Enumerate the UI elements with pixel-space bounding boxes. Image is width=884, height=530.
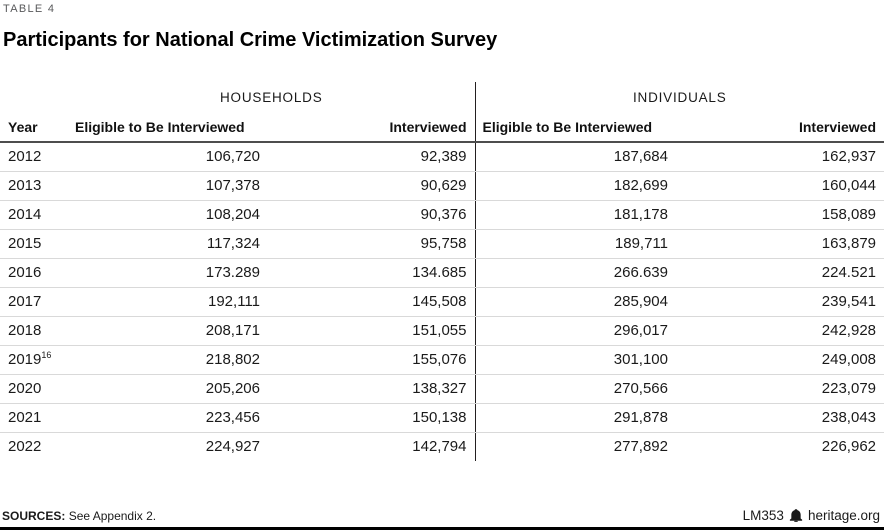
data-table: HOUSEHOLDS INDIVIDUALS Year Eligible to … xyxy=(0,82,884,461)
figure-footer: SOURCES: See Appendix 2. LM353 heritage.… xyxy=(2,508,880,523)
cell-hh-interviewed: 155,076 xyxy=(268,345,476,375)
column-header-year: Year xyxy=(0,112,68,143)
cell-ind-eligible: 296,017 xyxy=(475,316,676,346)
cell-hh-eligible: 117,324 xyxy=(68,229,268,259)
table-row: 2013 107,378 90,629 182,699 160,044 xyxy=(0,171,884,201)
cell-ind-interviewed: 226,962 xyxy=(821,438,877,456)
cell-ind-interviewed: 160,044 xyxy=(676,171,884,201)
cell-ind-interviewed: 239,541 xyxy=(676,287,884,317)
sources-text: See Appendix 2. xyxy=(68,509,157,523)
cell-hh-eligible: 218,802 xyxy=(68,345,268,375)
column-header-row: Year Eligible to Be Interviewed Intervie… xyxy=(0,112,884,143)
cell-ind-eligible: 182,699 xyxy=(475,171,676,201)
cell-hh-eligible: 192,111 xyxy=(68,287,268,317)
cell-year: 2016 xyxy=(0,258,68,288)
cell-ind-interviewed: 249,008 xyxy=(676,345,884,375)
cell-hh-eligible: 205,206 xyxy=(68,374,268,404)
column-header-hh-eligible: Eligible to Be Interviewed xyxy=(68,112,268,143)
cell-year: 2013 xyxy=(0,171,68,201)
cell-hh-interviewed: 138,327 xyxy=(268,374,476,404)
cell-ind-interviewed: 162,937 xyxy=(676,142,884,172)
cell-hh-eligible: 208,171 xyxy=(68,316,268,346)
cell-ind-eligible: 285,904 xyxy=(475,287,676,317)
table-row: 2015 117,324 95,758 189,711 163,879 xyxy=(0,229,884,259)
column-header-hh-interviewed: Interviewed xyxy=(268,112,476,143)
cell-ind-interviewed: 163,879 xyxy=(676,229,884,259)
brand-link[interactable]: heritage.org xyxy=(807,508,880,523)
cell-year: 2018 xyxy=(0,316,68,346)
doc-id: LM353 xyxy=(742,508,784,523)
table-row: 2022 224,927 142,794 277,892 226,962 xyxy=(0,432,884,461)
table-title: Participants for National Crime Victimiz… xyxy=(3,29,498,51)
group-header-households: HOUSEHOLDS xyxy=(68,82,476,112)
cell-hh-eligible: 108,204 xyxy=(68,200,268,230)
table-figure: TABLE 4 Participants for National Crime … xyxy=(0,3,884,530)
cell-hh-interviewed: 90,376 xyxy=(268,200,476,230)
table-body: 2012 106,720 92,389 187,684 162,937 2013 107,3… xyxy=(0,142,884,461)
group-header-spacer xyxy=(0,82,68,112)
cell-ind-eligible: 181,178 xyxy=(475,200,676,230)
cell-year: 2020 xyxy=(0,374,68,404)
cell-ind-interviewed: 224.521 xyxy=(676,258,884,288)
cell-ind-interviewed: 238,043 xyxy=(676,403,884,433)
cell-hh-interviewed: 145,508 xyxy=(268,287,476,317)
cell-hh-interviewed: 95,758 xyxy=(268,229,476,259)
liberty-bell-icon xyxy=(789,509,803,522)
cell-ind-interviewed: 242,928 xyxy=(676,316,884,346)
table-row: 2017 192,111 145,508 285,904 239,541 xyxy=(0,287,884,317)
cell-ind-eligible: 277,892 xyxy=(613,438,668,456)
cell-year: 2017 xyxy=(0,287,68,317)
cell-hh-eligible: 107,378 xyxy=(68,171,268,201)
table-row: 2014 108,204 90,376 181,178 158,089 xyxy=(0,200,884,230)
cell-year: 2021 xyxy=(0,403,68,433)
cell-hh-eligible: 223,456 xyxy=(68,403,268,433)
cell-ind-eligible: 270,566 xyxy=(475,374,676,404)
cell-hh-eligible: 173.289 xyxy=(68,258,268,288)
cell-ind-eligible: 301,100 xyxy=(475,345,676,375)
cell-ind-eligible: 266.639 xyxy=(475,258,676,288)
cell-ind-eligible: 291,878 xyxy=(475,403,676,433)
table-row: 2020 205,206 138,327 270,566 223,079 xyxy=(0,374,884,404)
table-row: 2012 106,720 92,389 187,684 162,937 xyxy=(0,142,884,172)
cell-ind-eligible: 189,711 xyxy=(475,229,676,259)
group-header-row: HOUSEHOLDS INDIVIDUALS xyxy=(0,82,884,112)
cell-ind-interviewed: 223,079 xyxy=(676,374,884,404)
cell-ind-eligible: 187,684 xyxy=(475,142,676,172)
group-header-individuals: INDIVIDUALS xyxy=(632,89,727,105)
cell-year: 2014 xyxy=(0,200,68,230)
column-header-ind-interviewed: Interviewed xyxy=(676,112,884,143)
table-row: 201916 218,802 155,076 301,100 249,008 xyxy=(0,345,884,375)
table-row: 2018 208,171 151,055 296,017 242,928 xyxy=(0,316,884,346)
cell-year: 201916 xyxy=(0,345,68,375)
cell-hh-interviewed: 142,794 xyxy=(268,432,476,461)
cell-hh-eligible: 224,927 xyxy=(205,438,260,456)
cell-hh-interviewed: 151,055 xyxy=(268,316,476,346)
cell-hh-interviewed: 90,629 xyxy=(268,171,476,201)
cell-ind-interviewed: 158,089 xyxy=(676,200,884,230)
table-number: TABLE 4 xyxy=(3,3,56,15)
sources-label: SOURCES: xyxy=(2,509,66,523)
cell-hh-eligible: 106,720 xyxy=(68,142,268,172)
footnote-marker: 16 xyxy=(41,350,52,360)
cell-hh-interviewed: 92,389 xyxy=(268,142,476,172)
cell-hh-interviewed: 150,138 xyxy=(268,403,476,433)
cell-year: 2012 xyxy=(0,142,68,172)
table-row: 2016 173.289 134.685 266.639 224.521 xyxy=(0,258,884,288)
cell-year: 2015 xyxy=(0,229,68,259)
table-row: 2021 223,456 150,138 291,878 238,043 xyxy=(0,403,884,433)
column-header-ind-eligible: Eligible to Be Interviewed xyxy=(475,112,676,143)
footer-brand: LM353 heritage.org xyxy=(743,508,880,523)
cell-year: 2022 xyxy=(8,438,42,456)
cell-hh-interviewed: 134.685 xyxy=(268,258,476,288)
sources-note: SOURCES: See Appendix 2. xyxy=(2,509,156,523)
